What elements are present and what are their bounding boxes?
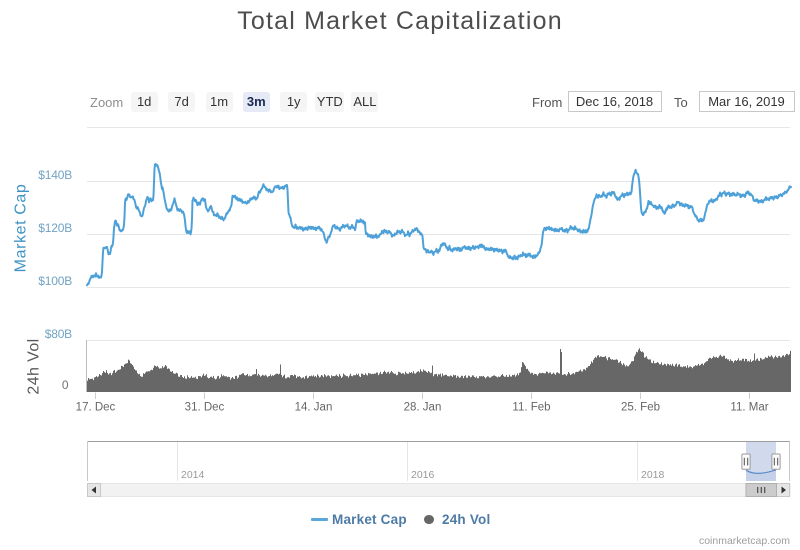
svg-text:11. Feb: 11. Feb [512, 402, 550, 414]
svg-text:2018: 2018 [641, 469, 665, 481]
svg-text:$140B: $140B [38, 168, 72, 182]
svg-text:$120B: $120B [38, 221, 72, 235]
svg-text:$100B: $100B [38, 274, 72, 288]
svg-text:11. Mar: 11. Mar [730, 402, 768, 414]
svg-text:28. Jan: 28. Jan [404, 402, 442, 414]
svg-text:24h Vol: 24h Vol [26, 338, 43, 394]
svg-text:0: 0 [62, 378, 69, 392]
svg-text:2014: 2014 [181, 469, 205, 481]
svg-text:14. Jan: 14. Jan [295, 402, 333, 414]
svg-text:Market Cap: Market Cap [13, 184, 30, 273]
svg-text:31. Dec: 31. Dec [185, 402, 225, 414]
svg-text:$80B: $80B [45, 327, 72, 341]
svg-text:17. Dec: 17. Dec [76, 402, 116, 414]
svg-text:25. Feb: 25. Feb [621, 402, 660, 414]
svg-text:2016: 2016 [411, 469, 435, 481]
